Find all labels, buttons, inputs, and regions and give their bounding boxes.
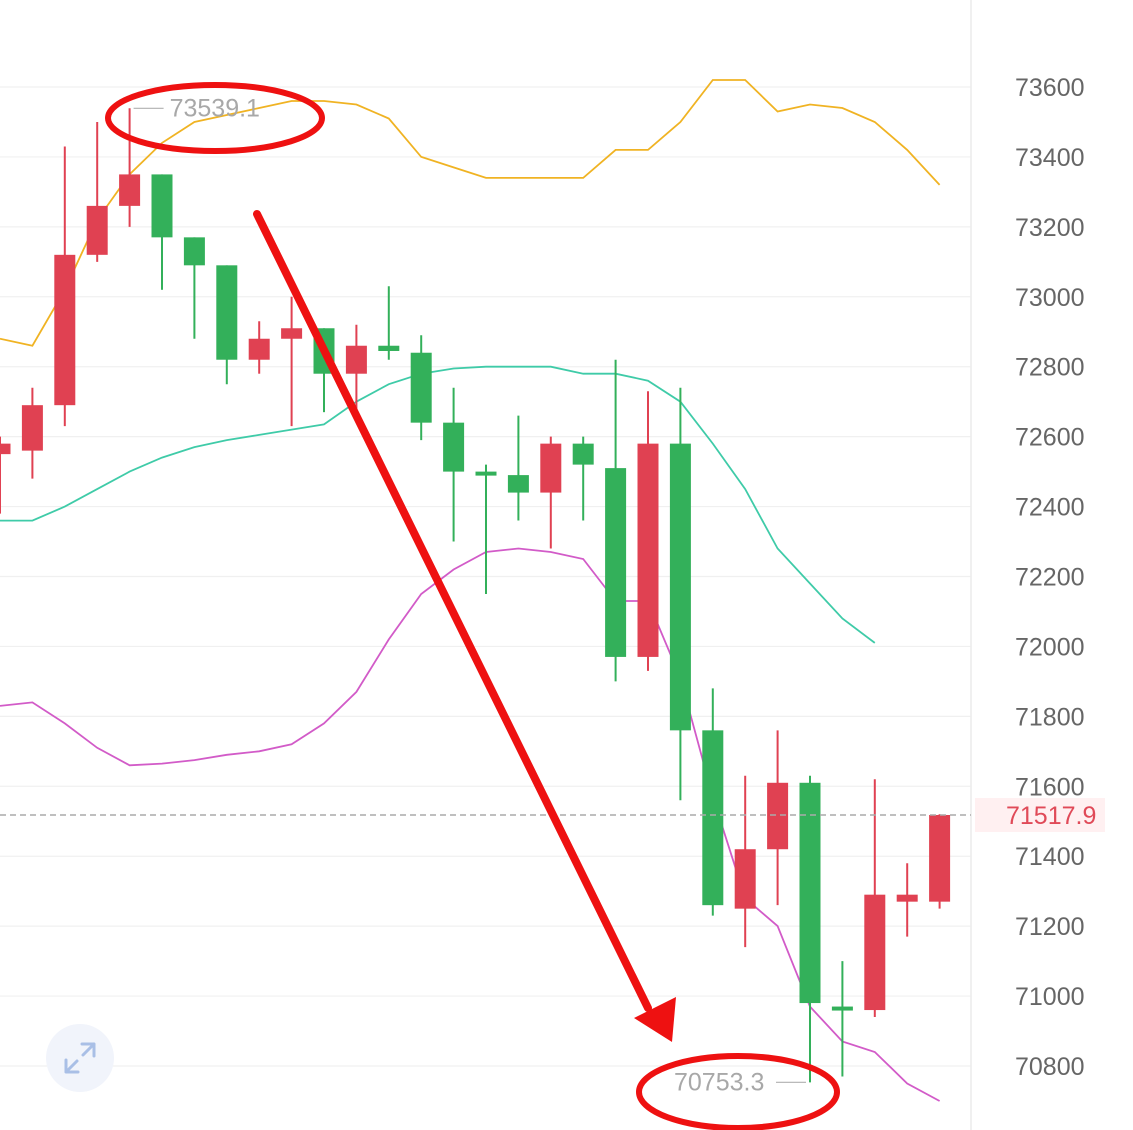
low-annotation-ellipse <box>636 1053 840 1130</box>
y-tick-label: 72400 <box>1015 494 1085 522</box>
y-tick-label: 72800 <box>1015 354 1085 382</box>
low-marker: 70753.3 <box>674 1068 806 1096</box>
candle-body <box>183 237 205 266</box>
candle-body <box>572 443 594 465</box>
y-tick-label: 73000 <box>1015 284 1085 312</box>
candle[interactable] <box>0 436 11 514</box>
candle-body <box>86 205 108 255</box>
candle[interactable] <box>896 863 918 937</box>
expand-button[interactable] <box>46 1024 114 1092</box>
candles <box>0 108 951 1083</box>
candle[interactable] <box>183 237 205 339</box>
candle[interactable] <box>410 335 432 441</box>
candle[interactable] <box>345 324 367 409</box>
candle-body <box>734 849 756 909</box>
candle-body <box>799 782 821 1004</box>
y-tick-label: 70800 <box>1015 1053 1085 1081</box>
candle-body <box>864 894 886 1011</box>
y-tick-label: 71000 <box>1015 983 1085 1011</box>
lower-band-line <box>0 547 941 1102</box>
last-price-tag: 71517.9 <box>975 797 1105 832</box>
candle-body <box>507 475 529 493</box>
candle[interactable] <box>669 387 691 801</box>
last-price-label: 71517.9 <box>1006 802 1096 830</box>
y-tick-label: 73600 <box>1015 74 1085 102</box>
candle-body <box>151 174 173 238</box>
candle[interactable] <box>443 387 465 542</box>
candle-body <box>54 254 76 406</box>
candle[interactable] <box>734 775 756 948</box>
y-tick-label: 71600 <box>1015 773 1085 801</box>
y-tick-label: 73200 <box>1015 214 1085 242</box>
y-tick-label: 71800 <box>1015 703 1085 731</box>
candle-body <box>896 894 918 902</box>
y-tick-label: 71400 <box>1015 843 1085 871</box>
y-tick-label: 71200 <box>1015 913 1085 941</box>
candle[interactable] <box>767 730 789 906</box>
candle[interactable] <box>605 359 627 682</box>
candle[interactable] <box>540 436 562 549</box>
candle-body <box>475 471 497 476</box>
candle-body <box>248 338 270 360</box>
candle-body <box>929 814 951 902</box>
candle[interactable] <box>86 121 108 262</box>
candle-body <box>443 422 465 472</box>
high-marker: 73539.1 <box>133 94 260 122</box>
last-price-tag-bg <box>975 797 1105 832</box>
middle-band-line <box>0 365 876 644</box>
y-tick-label: 73400 <box>1015 144 1085 172</box>
red-annotations <box>105 82 840 1130</box>
expand-arrows-icon <box>64 1042 96 1074</box>
candle[interactable] <box>475 464 497 594</box>
candle[interactable] <box>702 688 724 916</box>
candle[interactable] <box>21 387 43 479</box>
bollinger-bands <box>0 79 941 1102</box>
candle-body <box>410 352 432 423</box>
candle-body <box>21 405 43 451</box>
high-annotation-ellipse <box>105 82 325 154</box>
low-price-label: 70753.3 <box>674 1068 764 1096</box>
candle[interactable] <box>929 814 951 909</box>
candle[interactable] <box>378 286 400 360</box>
candle-body <box>767 782 789 850</box>
high-price-label: 73539.1 <box>170 94 260 122</box>
candle-body <box>831 1006 853 1011</box>
y-tick-label: 72600 <box>1015 424 1085 452</box>
y-tick-label: 72000 <box>1015 633 1085 661</box>
candle-body <box>119 174 141 206</box>
candle[interactable] <box>119 108 141 227</box>
y-axis-ticks[interactable]: 73600 73400 73200 73000 72800 72600 72400 72200… <box>1015 74 1085 1081</box>
candle-body <box>0 443 11 455</box>
candle-body <box>281 328 303 339</box>
candle[interactable] <box>799 775 821 1083</box>
candle[interactable] <box>637 391 659 671</box>
candle-body <box>637 443 659 657</box>
upper-band-line <box>0 79 941 347</box>
candle-body <box>345 345 367 374</box>
downtrend-arrow-head <box>634 997 676 1042</box>
candle[interactable] <box>864 779 886 1018</box>
candle-body <box>669 443 691 731</box>
candle-body <box>540 443 562 493</box>
candle[interactable] <box>54 146 76 427</box>
candle[interactable] <box>151 174 173 290</box>
candle[interactable] <box>248 321 270 374</box>
candle[interactable] <box>216 265 238 385</box>
downtrend-arrow-shaft <box>253 210 652 1012</box>
candle-body <box>605 468 627 657</box>
candle[interactable] <box>831 961 853 1077</box>
candle[interactable] <box>572 436 594 521</box>
y-tick-label: 72200 <box>1015 564 1085 592</box>
candle-body <box>378 345 400 351</box>
candle[interactable] <box>281 296 303 427</box>
candle-body <box>216 265 238 360</box>
candle[interactable] <box>507 415 529 521</box>
candle-body <box>702 730 724 906</box>
